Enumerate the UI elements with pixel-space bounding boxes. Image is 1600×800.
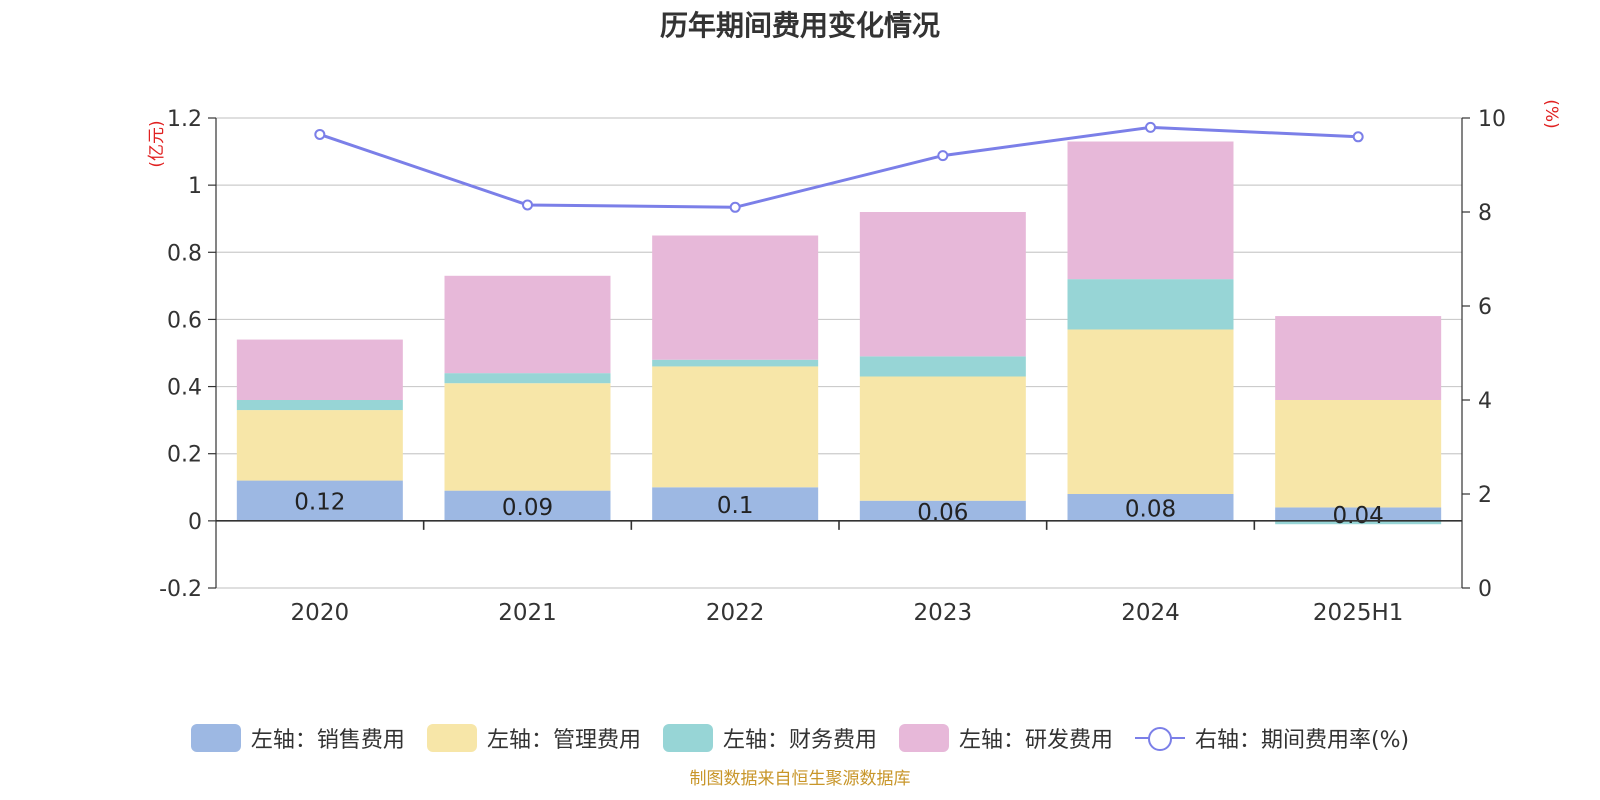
legend-label-admin: 左轴：管理费用 bbox=[486, 728, 641, 753]
left-axis-tick-label: 0 bbox=[188, 510, 202, 535]
legend-label-finance: 左轴：财务费用 bbox=[722, 728, 877, 753]
bar-sales-2022 bbox=[652, 487, 819, 521]
legend-swatch-finance bbox=[662, 724, 713, 752]
bar-sales-2023 bbox=[859, 500, 1026, 521]
bar-finance-2020 bbox=[236, 400, 403, 411]
x-axis-category-label: 2023 bbox=[914, 600, 973, 626]
legend-item-expense-rate[interactable]: 右轴：期间费用率(%) bbox=[1134, 722, 1410, 754]
legend-item-admin[interactable]: 左轴：管理费用 bbox=[426, 722, 641, 754]
bar-admin-2021 bbox=[444, 383, 611, 491]
x-axis-category-label: 2022 bbox=[706, 600, 765, 626]
left-axis-tick-label: 0.2 bbox=[167, 443, 202, 468]
legend-swatch-sales bbox=[190, 724, 241, 752]
right-axis-tick-label: 8 bbox=[1478, 201, 1492, 226]
x-axis-category-label: 2021 bbox=[498, 600, 557, 626]
bar-finance-2024 bbox=[1067, 279, 1234, 330]
bar-admin-2025H1 bbox=[1275, 400, 1442, 508]
source-note: 制图数据来自恒生聚源数据库 bbox=[689, 769, 911, 789]
legend-item-rnd[interactable]: 左轴：研发费用 bbox=[898, 722, 1113, 754]
bar-data-label: 0.04 bbox=[1333, 503, 1384, 529]
bar-rnd-2021 bbox=[444, 275, 611, 374]
bar-rnd-2022 bbox=[652, 235, 819, 360]
left-axis-tick-label: -0.2 bbox=[159, 577, 202, 602]
bar-finance-2023 bbox=[859, 356, 1026, 377]
expense-rate-point bbox=[937, 150, 949, 162]
bar-sales-2020 bbox=[236, 480, 403, 521]
legend-label-sales: 左轴：销售费用 bbox=[250, 728, 405, 753]
left-axis-tick-label: 1.2 bbox=[167, 107, 202, 132]
bar-finance-2022 bbox=[652, 359, 819, 367]
left-axis-unit-label: (亿元) bbox=[147, 120, 167, 167]
x-axis-category-label: 2020 bbox=[291, 600, 350, 626]
bar-data-label: 0.1 bbox=[717, 493, 754, 519]
expense-rate-point bbox=[1145, 121, 1156, 133]
expense-rate-point bbox=[1352, 131, 1364, 143]
bar-rnd-2023 bbox=[859, 212, 1026, 357]
legend: 左轴：销售费用 左轴：管理费用 左轴：财务费用 左轴：研发费用 右轴：期间费用率… bbox=[0, 720, 1600, 756]
bar-sales-2025H1 bbox=[1275, 507, 1442, 521]
right-axis-tick-label: 2 bbox=[1478, 483, 1492, 508]
legend-label-expense-rate: 右轴：期间费用率(%) bbox=[1194, 728, 1410, 753]
bar-data-label: 0.09 bbox=[502, 495, 553, 521]
right-axis-tick-label: 4 bbox=[1478, 389, 1492, 414]
right-axis-tick-label: 10 bbox=[1478, 107, 1506, 132]
chart-title: 历年期间费用变化情况 bbox=[659, 9, 940, 42]
expense-rate-line bbox=[319, 125, 1359, 209]
bar-sales-2021 bbox=[444, 490, 611, 521]
legend-item-sales[interactable]: 左轴：销售费用 bbox=[190, 722, 405, 754]
right-axis-tick-label: 0 bbox=[1478, 577, 1492, 602]
left-axis-tick-label: 0.8 bbox=[167, 241, 202, 266]
expense-rate-point bbox=[314, 128, 326, 140]
left-axis-tick-label: 0.6 bbox=[167, 308, 202, 333]
bar-admin-2024 bbox=[1067, 329, 1234, 494]
bar-finance-2025H1 bbox=[1275, 520, 1442, 525]
bar-data-label: 0.08 bbox=[1125, 496, 1176, 522]
bar-rnd-2024 bbox=[1067, 141, 1234, 280]
x-axis-category-label: 2024 bbox=[1121, 600, 1180, 626]
expense-rate-point bbox=[729, 201, 741, 213]
right-axis-unit-label: (%) bbox=[1541, 99, 1561, 128]
legend-swatch-rnd bbox=[898, 724, 949, 752]
bar-rnd-2020 bbox=[236, 339, 403, 400]
bar-finance-2021 bbox=[444, 373, 611, 384]
left-axis-tick-label: 0.4 bbox=[167, 376, 202, 401]
bar-data-label: 0.12 bbox=[294, 490, 345, 516]
left-axis-tick-label: 1 bbox=[188, 174, 202, 199]
x-axis-category-label: 2025H1 bbox=[1313, 600, 1403, 626]
legend-swatch-admin bbox=[426, 724, 477, 752]
bar-data-label: 0.06 bbox=[917, 500, 968, 526]
expense-rate-point bbox=[522, 199, 533, 211]
bar-sales-2024 bbox=[1067, 494, 1234, 521]
bar-admin-2022 bbox=[652, 366, 819, 488]
bar-admin-2023 bbox=[859, 376, 1026, 501]
legend-swatch-expense-rate bbox=[1134, 724, 1185, 752]
bar-admin-2020 bbox=[236, 410, 403, 481]
bar-rnd-2025H1 bbox=[1275, 316, 1442, 400]
legend-item-finance[interactable]: 左轴：财务费用 bbox=[662, 722, 877, 754]
legend-label-rnd: 左轴：研发费用 bbox=[958, 728, 1113, 753]
right-axis-tick-label: 6 bbox=[1478, 295, 1492, 320]
